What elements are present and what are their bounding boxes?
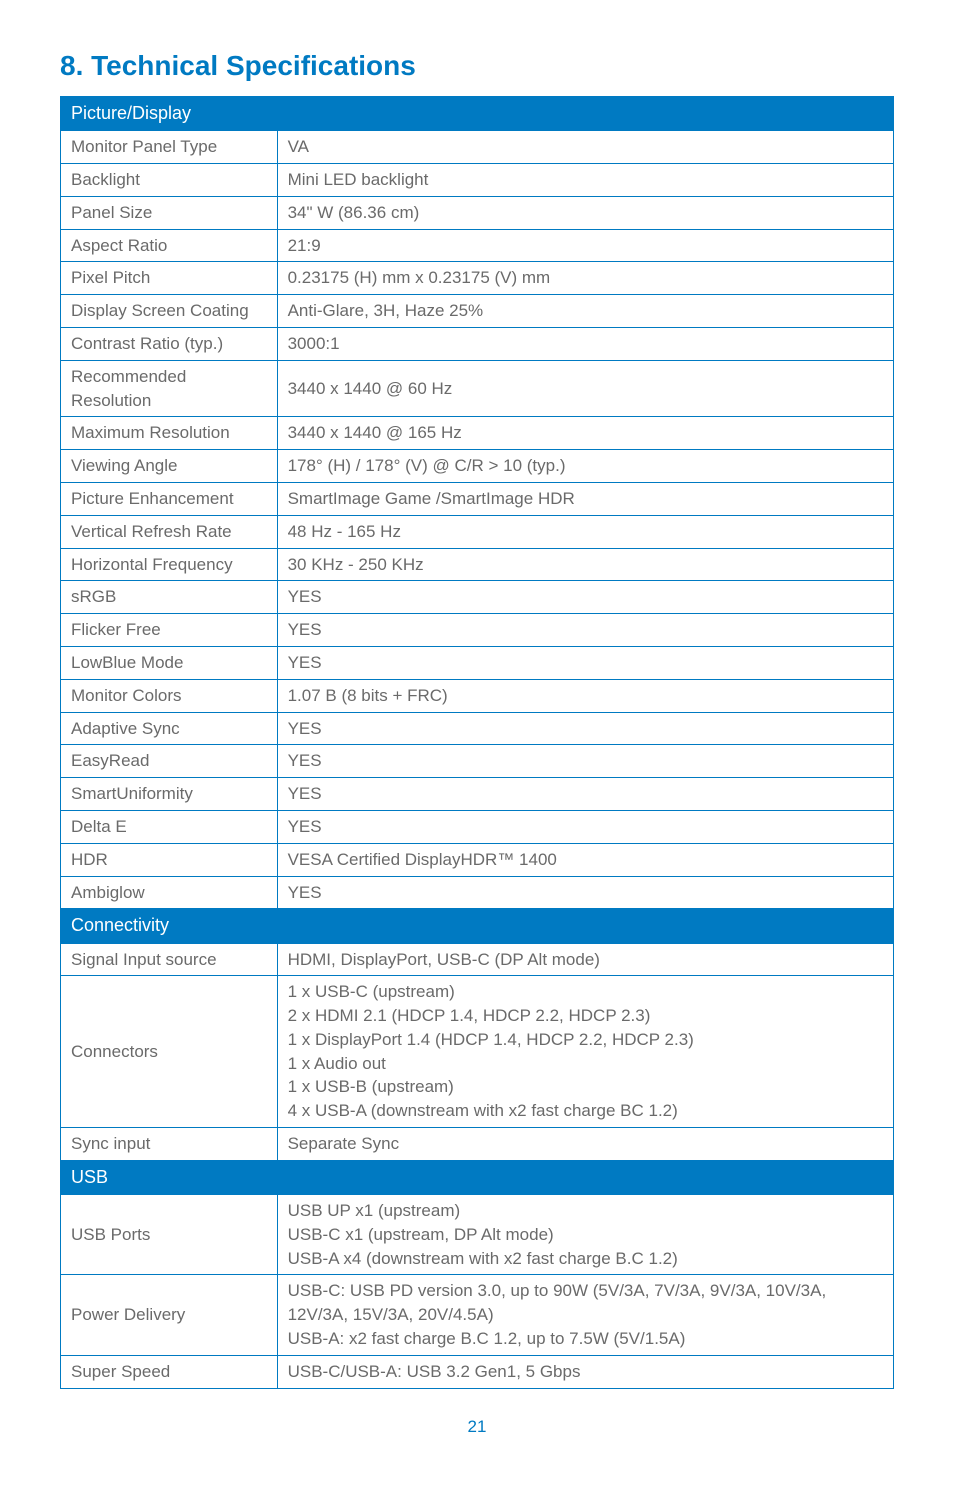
table-row: BacklightMini LED backlight: [61, 163, 894, 196]
table-row: SmartUniformityYES: [61, 778, 894, 811]
spec-value: 48 Hz - 165 Hz: [277, 515, 893, 548]
section-header-label: Connectivity: [61, 909, 894, 943]
spec-value: 0.23175 (H) mm x 0.23175 (V) mm: [277, 262, 893, 295]
spec-label: Delta E: [61, 810, 278, 843]
spec-label: Super Speed: [61, 1355, 278, 1388]
spec-label: Backlight: [61, 163, 278, 196]
table-row: Panel Size34" W (86.36 cm): [61, 196, 894, 229]
table-row: USB PortsUSB UP x1 (upstream) USB-C x1 (…: [61, 1195, 894, 1275]
table-row: Monitor Panel TypeVA: [61, 131, 894, 164]
spec-value: YES: [277, 778, 893, 811]
table-row: Aspect Ratio21:9: [61, 229, 894, 262]
table-row: AmbiglowYES: [61, 876, 894, 909]
spec-value: USB-C: USB PD version 3.0, up to 90W (5V…: [277, 1275, 893, 1355]
table-row: HDRVESA Certified DisplayHDR™ 1400: [61, 843, 894, 876]
spec-value: 178° (H) / 178° (V) @ C/R > 10 (typ.): [277, 450, 893, 483]
spec-table: Picture/DisplayMonitor Panel TypeVABackl…: [60, 96, 894, 1389]
spec-label: Ambiglow: [61, 876, 278, 909]
spec-label: Horizontal Frequency: [61, 548, 278, 581]
spec-value: USB UP x1 (upstream) USB-C x1 (upstream,…: [277, 1195, 893, 1275]
spec-value: YES: [277, 876, 893, 909]
spec-value: USB-C/USB-A: USB 3.2 Gen1, 5 Gbps: [277, 1355, 893, 1388]
table-row: Vertical Refresh Rate48 Hz - 165 Hz: [61, 515, 894, 548]
spec-label: Power Delivery: [61, 1275, 278, 1355]
spec-label: sRGB: [61, 581, 278, 614]
spec-label: Connectors: [61, 976, 278, 1128]
table-row: Pixel Pitch0.23175 (H) mm x 0.23175 (V) …: [61, 262, 894, 295]
spec-value: 3000:1: [277, 327, 893, 360]
spec-value: VA: [277, 131, 893, 164]
spec-label: LowBlue Mode: [61, 646, 278, 679]
spec-label: Sync input: [61, 1128, 278, 1161]
section-header-label: USB: [61, 1160, 894, 1194]
table-row: EasyReadYES: [61, 745, 894, 778]
spec-label: Adaptive Sync: [61, 712, 278, 745]
spec-label: Contrast Ratio (typ.): [61, 327, 278, 360]
spec-label: Panel Size: [61, 196, 278, 229]
spec-label: Display Screen Coating: [61, 295, 278, 328]
table-row: Flicker FreeYES: [61, 614, 894, 647]
spec-label: Recommended Resolution: [61, 360, 278, 417]
table-row: Adaptive SyncYES: [61, 712, 894, 745]
spec-value: 3440 x 1440 @ 60 Hz: [277, 360, 893, 417]
spec-label: SmartUniformity: [61, 778, 278, 811]
page-title: 8. Technical Specifications: [60, 50, 894, 82]
spec-label: Signal Input source: [61, 943, 278, 976]
table-row: Horizontal Frequency30 KHz - 250 KHz: [61, 548, 894, 581]
spec-value: YES: [277, 810, 893, 843]
table-row: Picture EnhancementSmartImage Game /Smar…: [61, 482, 894, 515]
spec-value: YES: [277, 614, 893, 647]
table-row: Signal Input sourceHDMI, DisplayPort, US…: [61, 943, 894, 976]
section-header: Connectivity: [61, 909, 894, 943]
spec-value: 3440 x 1440 @ 165 Hz: [277, 417, 893, 450]
section-header-label: Picture/Display: [61, 97, 894, 131]
spec-value: 21:9: [277, 229, 893, 262]
spec-value: Separate Sync: [277, 1128, 893, 1161]
page-number: 21: [60, 1417, 894, 1437]
spec-label: Maximum Resolution: [61, 417, 278, 450]
section-header: Picture/Display: [61, 97, 894, 131]
spec-label: Aspect Ratio: [61, 229, 278, 262]
spec-value: YES: [277, 745, 893, 778]
spec-value: VESA Certified DisplayHDR™ 1400: [277, 843, 893, 876]
spec-value: Mini LED backlight: [277, 163, 893, 196]
table-row: Sync inputSeparate Sync: [61, 1128, 894, 1161]
spec-label: Flicker Free: [61, 614, 278, 647]
spec-value: SmartImage Game /SmartImage HDR: [277, 482, 893, 515]
table-row: Power DeliveryUSB-C: USB PD version 3.0,…: [61, 1275, 894, 1355]
spec-value: YES: [277, 581, 893, 614]
spec-label: Viewing Angle: [61, 450, 278, 483]
spec-label: Monitor Colors: [61, 679, 278, 712]
spec-value: 30 KHz - 250 KHz: [277, 548, 893, 581]
table-row: Display Screen CoatingAnti-Glare, 3H, Ha…: [61, 295, 894, 328]
spec-value: 1.07 B (8 bits + FRC): [277, 679, 893, 712]
spec-label: Monitor Panel Type: [61, 131, 278, 164]
table-row: Contrast Ratio (typ.)3000:1: [61, 327, 894, 360]
table-row: Maximum Resolution3440 x 1440 @ 165 Hz: [61, 417, 894, 450]
table-row: Delta EYES: [61, 810, 894, 843]
table-row: Viewing Angle178° (H) / 178° (V) @ C/R >…: [61, 450, 894, 483]
spec-value: Anti-Glare, 3H, Haze 25%: [277, 295, 893, 328]
table-row: Connectors1 x USB-C (upstream) 2 x HDMI …: [61, 976, 894, 1128]
spec-label: HDR: [61, 843, 278, 876]
spec-value: YES: [277, 712, 893, 745]
section-header: USB: [61, 1160, 894, 1194]
table-row: Recommended Resolution3440 x 1440 @ 60 H…: [61, 360, 894, 417]
spec-label: Vertical Refresh Rate: [61, 515, 278, 548]
table-row: LowBlue ModeYES: [61, 646, 894, 679]
table-row: sRGBYES: [61, 581, 894, 614]
spec-value: 34" W (86.36 cm): [277, 196, 893, 229]
spec-value: YES: [277, 646, 893, 679]
table-row: Monitor Colors1.07 B (8 bits + FRC): [61, 679, 894, 712]
spec-label: USB Ports: [61, 1195, 278, 1275]
table-row: Super SpeedUSB-C/USB-A: USB 3.2 Gen1, 5 …: [61, 1355, 894, 1388]
spec-value: HDMI, DisplayPort, USB-C (DP Alt mode): [277, 943, 893, 976]
spec-label: EasyRead: [61, 745, 278, 778]
spec-label: Picture Enhancement: [61, 482, 278, 515]
spec-value: 1 x USB-C (upstream) 2 x HDMI 2.1 (HDCP …: [277, 976, 893, 1128]
spec-label: Pixel Pitch: [61, 262, 278, 295]
